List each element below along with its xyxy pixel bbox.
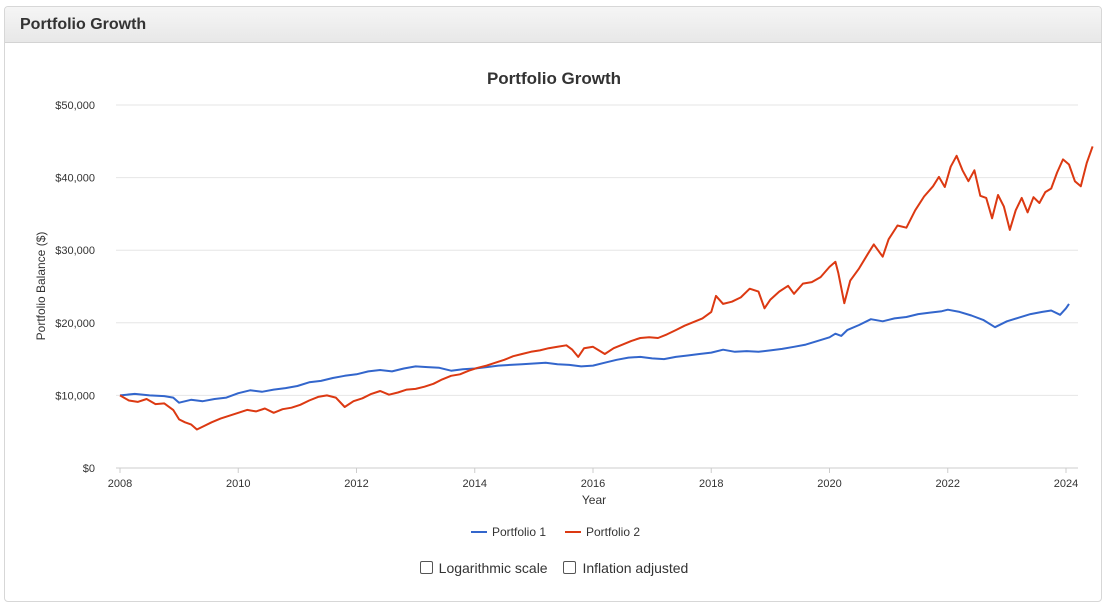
portfolio-growth-panel: Portfolio Growth Portfolio Growth $0 $10,… bbox=[4, 6, 1102, 602]
legend-item-portfolio-2[interactable]: Portfolio 2 bbox=[565, 525, 640, 539]
x-tick-label: 2018 bbox=[699, 478, 723, 490]
x-tick-label: 2012 bbox=[344, 478, 368, 490]
legend-label: Portfolio 1 bbox=[492, 525, 546, 539]
panel-heading: Portfolio Growth bbox=[5, 7, 1101, 43]
inflation-adjusted-label: Inflation adjusted bbox=[582, 560, 689, 577]
legend[interactable]: Portfolio 1 Portfolio 2 bbox=[471, 525, 640, 539]
portfolio-1-line[interactable] bbox=[119, 303, 1070, 404]
x-tick-label: 2024 bbox=[1054, 478, 1078, 490]
inflation-adjusted-checkbox[interactable] bbox=[563, 561, 577, 575]
log-scale-checkbox[interactable] bbox=[419, 561, 433, 575]
log-scale-label: Logarithmic scale bbox=[438, 560, 548, 577]
y-tick-label: $0 bbox=[83, 463, 95, 475]
chart-options: Logarithmic scale Inflation adjusted bbox=[5, 559, 1101, 577]
series-lines bbox=[119, 146, 1094, 431]
y-tick-label: $40,000 bbox=[55, 173, 95, 185]
chart-title: Portfolio Growth bbox=[487, 69, 621, 88]
y-axis-ticks: $0 $10,000 $20,000 $30,000 $40,000 $50,000 bbox=[55, 100, 95, 475]
inflation-adjusted-option[interactable]: Inflation adjusted bbox=[563, 560, 688, 576]
x-tick-label: 2022 bbox=[936, 478, 960, 490]
portfolio-2-line[interactable] bbox=[119, 146, 1094, 431]
log-scale-option[interactable]: Logarithmic scale bbox=[419, 560, 548, 577]
x-tick-label: 2010 bbox=[226, 478, 250, 490]
y-tick-label: $10,000 bbox=[55, 390, 95, 402]
legend-item-portfolio-1[interactable]: Portfolio 1 bbox=[471, 525, 546, 539]
y-axis-label: Portfolio Balance ($) bbox=[34, 232, 48, 341]
x-axis-label: Year bbox=[582, 493, 606, 507]
y-tick-label: $20,000 bbox=[55, 318, 95, 330]
x-tick-label: 2014 bbox=[463, 478, 487, 490]
x-axis-ticks: 2008 2010 2012 2014 2016 2018 2020 2022 2024 bbox=[108, 468, 1078, 490]
x-tick-label: 2016 bbox=[581, 478, 605, 490]
x-tick-label: 2008 bbox=[108, 478, 132, 490]
gridlines bbox=[116, 104, 1078, 469]
y-tick-label: $30,000 bbox=[55, 245, 95, 257]
x-tick-label: 2020 bbox=[817, 478, 841, 490]
portfolio-growth-chart: Portfolio Growth $0 $10,000 $20,000 $30,000… bbox=[34, 69, 1094, 539]
y-tick-label: $50,000 bbox=[55, 100, 95, 112]
legend-label: Portfolio 2 bbox=[586, 525, 640, 539]
